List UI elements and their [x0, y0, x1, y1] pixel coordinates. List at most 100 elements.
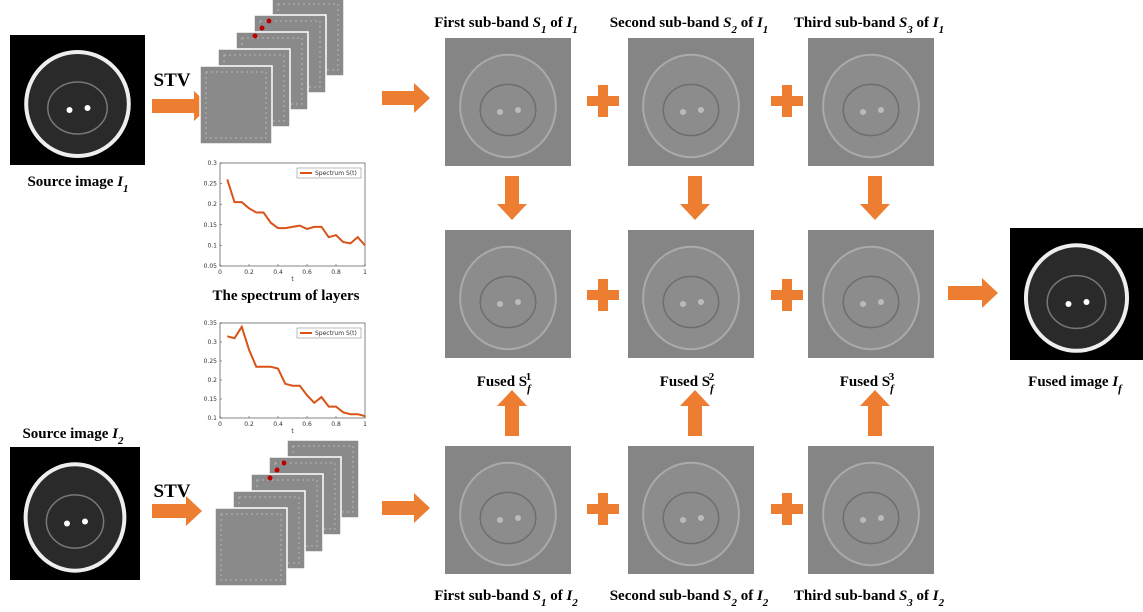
- image: [628, 38, 754, 166]
- image: [628, 230, 754, 358]
- image-dot: [878, 299, 884, 305]
- image-skull: [643, 55, 739, 157]
- plus: [782, 493, 792, 525]
- label-part: Third sub-band: [794, 588, 899, 604]
- y-tick-label: 0.15: [204, 222, 218, 229]
- dot: [267, 19, 272, 24]
- x-tick-label: 0.2: [244, 269, 254, 276]
- image-dot: [860, 517, 866, 523]
- label-part: of: [913, 15, 933, 31]
- arrow: [680, 390, 710, 436]
- y-tick-label: 0.3: [207, 160, 217, 167]
- arrow: [680, 176, 710, 220]
- label-part: of: [737, 588, 757, 604]
- label-part: First sub-band: [434, 15, 532, 31]
- label-part: Fused: [660, 374, 702, 390]
- label-part: of: [546, 15, 566, 31]
- layer: [200, 66, 272, 144]
- image-dot: [85, 105, 91, 111]
- image: [445, 230, 571, 358]
- image-dot: [680, 517, 686, 523]
- image: [808, 446, 934, 574]
- stv-label: STV: [154, 481, 191, 502]
- image: [445, 446, 571, 574]
- label-part: f: [710, 383, 715, 395]
- plus: [782, 279, 792, 311]
- image-skull: [643, 247, 739, 349]
- label: Second sub-band S2 of I1: [610, 15, 769, 36]
- arrow: [860, 390, 890, 436]
- label-part: 1: [123, 183, 129, 195]
- image-skull: [26, 464, 125, 570]
- label-part: Fused image: [1028, 374, 1112, 390]
- label: Third sub-band S3 of I1: [794, 15, 944, 36]
- label-part: Source image: [27, 174, 117, 190]
- label-part: f: [527, 383, 532, 395]
- image-dot: [497, 517, 503, 523]
- x-tick-label: 0.2: [244, 421, 254, 428]
- label-part: 2: [938, 597, 945, 609]
- label: Source image I1: [27, 174, 128, 195]
- image: [1010, 228, 1143, 360]
- plus: [598, 85, 608, 117]
- image-dot: [497, 301, 503, 307]
- dot: [282, 461, 287, 466]
- image-skull: [643, 463, 739, 565]
- label-part: S: [533, 15, 541, 31]
- dot: [275, 468, 280, 473]
- plus: [598, 493, 608, 525]
- image-skull: [823, 55, 919, 157]
- image-skull: [460, 55, 556, 157]
- spectrum-caption: The spectrum of layers: [212, 288, 359, 304]
- label-part: f: [1118, 383, 1123, 395]
- x-tick-label: 0.6: [302, 269, 312, 276]
- image-dot: [82, 519, 88, 525]
- label-part: 1: [526, 371, 532, 383]
- image-dot: [698, 107, 704, 113]
- arrow: [860, 176, 890, 220]
- label-part: 2: [571, 597, 578, 609]
- x-axis-label: t: [291, 428, 294, 435]
- y-tick-label: 0.25: [204, 181, 218, 188]
- label-part: f: [890, 383, 895, 395]
- image-dot: [860, 301, 866, 307]
- image: [628, 446, 754, 574]
- x-axis-label: t: [291, 276, 294, 283]
- stv-label: STV: [154, 70, 191, 91]
- image-dot: [515, 299, 521, 305]
- label-part: S: [723, 15, 731, 31]
- image: [808, 38, 934, 166]
- image-dot: [698, 515, 704, 521]
- image-dot: [1084, 299, 1090, 305]
- y-tick-label: 0.1: [207, 415, 217, 422]
- image-dot: [67, 107, 73, 113]
- label-part: 3: [889, 371, 895, 383]
- image-dot: [878, 515, 884, 521]
- dot: [260, 26, 265, 31]
- arrow: [382, 83, 430, 113]
- label-part: 2: [762, 597, 769, 609]
- legend-label: Spectrum S(t): [315, 330, 357, 337]
- legend-label: Spectrum S(t): [315, 170, 357, 177]
- image: [10, 447, 140, 580]
- plot-frame: [220, 163, 365, 266]
- label: Fused Sf2: [660, 371, 715, 395]
- image-dot: [878, 107, 884, 113]
- label: Fused image If: [1028, 374, 1123, 395]
- image-dot: [1066, 301, 1072, 307]
- image-dot: [515, 107, 521, 113]
- image-skull: [823, 247, 919, 349]
- image-dot: [515, 515, 521, 521]
- label-part: S: [723, 588, 731, 604]
- image-dot: [497, 109, 503, 115]
- label-part: of: [737, 15, 757, 31]
- label-part: Second sub-band: [610, 588, 723, 604]
- image-skull: [460, 463, 556, 565]
- label-part: S: [533, 588, 541, 604]
- y-tick-label: 0.35: [204, 320, 218, 327]
- arrow: [382, 493, 430, 523]
- label-part: Fused: [840, 374, 882, 390]
- label: Source image I2: [22, 426, 124, 447]
- arrow: [497, 176, 527, 220]
- label-part: 1: [763, 24, 769, 36]
